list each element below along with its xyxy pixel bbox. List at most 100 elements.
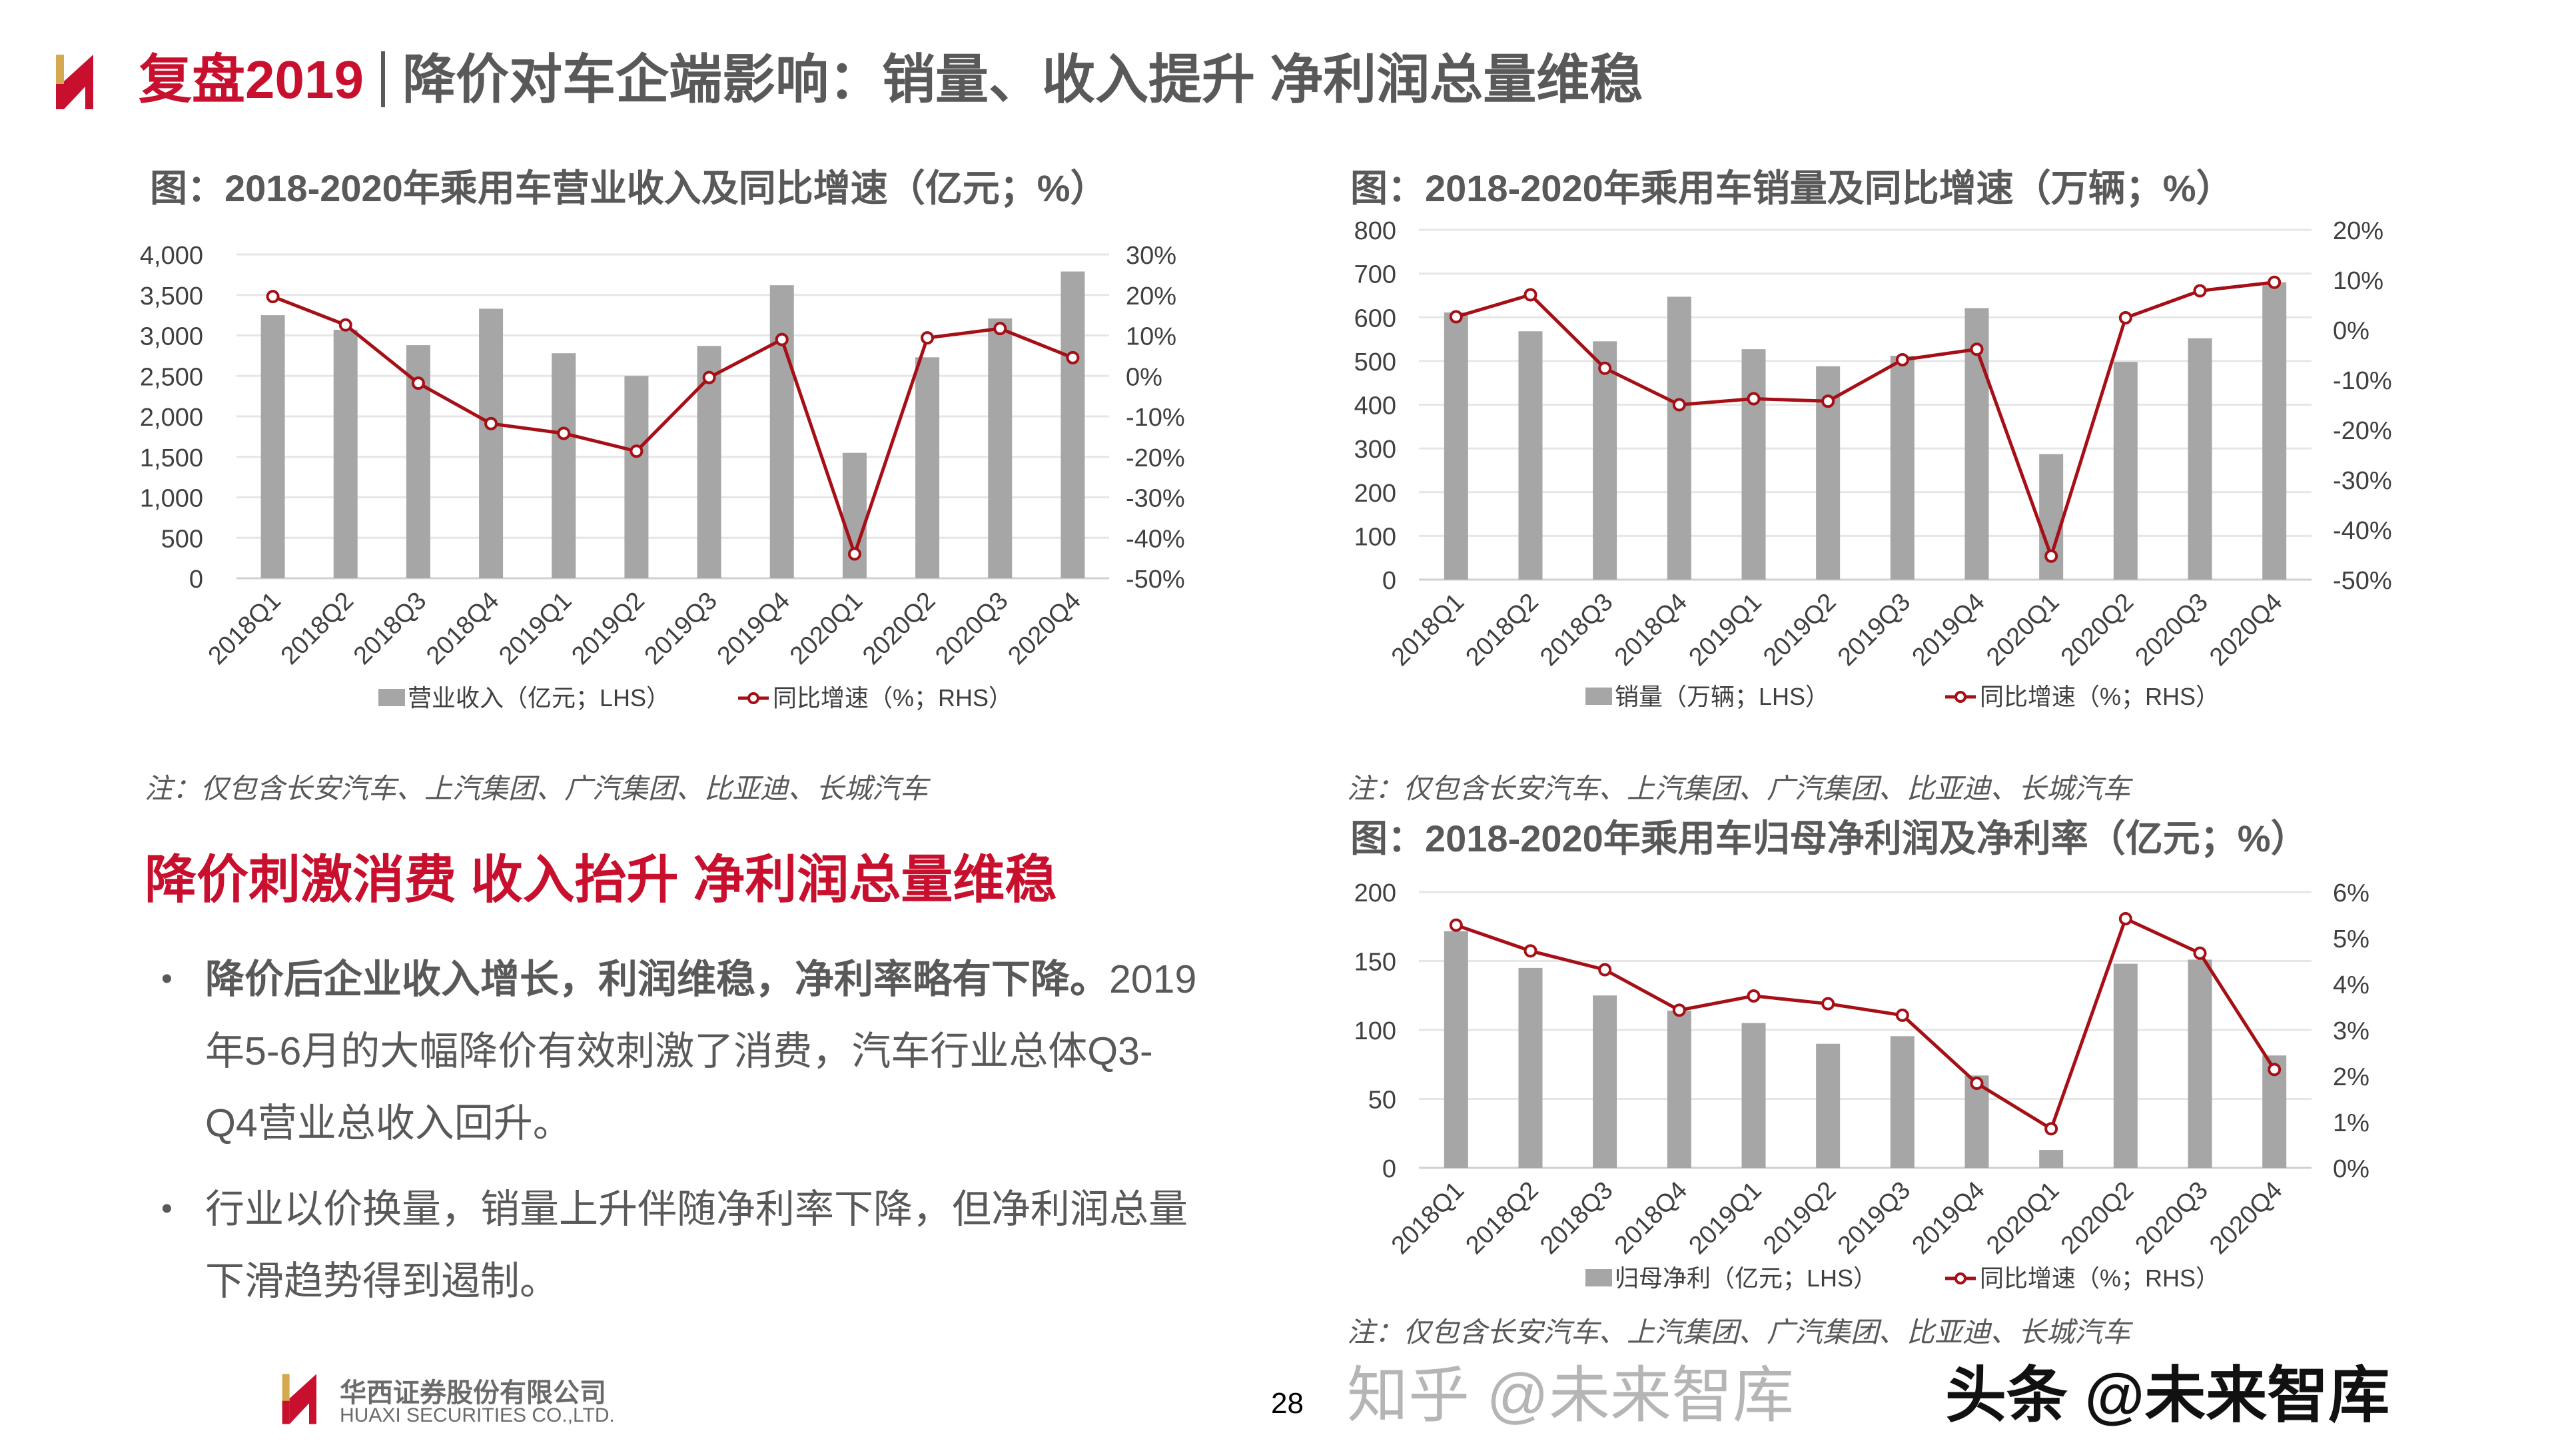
line-point-2019Q3 [1895, 1008, 1909, 1022]
line-point-2018Q3 [411, 376, 425, 390]
y-left-tick-label: 0 [1382, 1155, 1396, 1183]
bar-2018Q1 [260, 315, 285, 578]
line-point-2018Q3 [1598, 963, 1612, 977]
bar-2018Q1 [1444, 312, 1468, 580]
bar-2020Q1 [2039, 1150, 2064, 1168]
y-right-tick-label: -40% [2333, 517, 2392, 545]
y-left-tick-label: 500 [161, 525, 203, 553]
y-left-tick-label: 600 [1354, 304, 1396, 332]
line-point-2019Q2 [1821, 394, 1835, 408]
y-right-tick-label: 0% [1126, 363, 1162, 391]
y-left-tick-label: 0 [189, 566, 203, 594]
line-point-2019Q3 [702, 370, 716, 384]
y-right-tick-label: -30% [2333, 467, 2392, 495]
title-divider [380, 51, 385, 107]
watermark-zhihu: 知乎 @未来智库 [1347, 1362, 1794, 1430]
y-right-tick-label: 4% [2333, 971, 2369, 999]
x-tick-label: 2018Q3 [1535, 1177, 1618, 1260]
bar-2019Q2 [1816, 1043, 1841, 1168]
x-tick-label: 2019Q4 [1907, 1177, 1990, 1260]
y-left-tick-label: 1,000 [140, 485, 203, 513]
y-left-tick-label: 150 [1354, 949, 1396, 977]
legend-line-marker [747, 692, 759, 704]
x-tick-label: 2018Q1 [1386, 1177, 1470, 1260]
line-point-2020Q3 [2193, 284, 2207, 298]
line-point-2018Q3 [1598, 361, 1612, 375]
line-point-2020Q2 [2118, 912, 2132, 926]
title-red: 复盘2019 [139, 50, 364, 109]
section-heading: 降价刺激消费 收入抬升 净利润总量维稳 [145, 850, 1057, 909]
bar-2020Q4 [2262, 282, 2287, 580]
bar-2018Q2 [1518, 331, 1543, 580]
huaxi-logo [56, 55, 93, 109]
line-point-2020Q2 [2118, 311, 2132, 324]
y-right-tick-label: 10% [2333, 267, 2383, 295]
chart-title-profit: 图：2018-2020年乘用车归母净利润及净利率（亿元；%） [1350, 817, 2308, 859]
growth-line [272, 294, 1074, 560]
y-left-tick-label: 200 [1354, 879, 1396, 907]
y-right-tick-label: 2% [2333, 1063, 2369, 1091]
bar-2018Q4 [479, 308, 504, 578]
x-tick-label: 2020Q4 [2204, 1177, 2288, 1260]
chart-title-revenue: 图：2018-2020年乘用车营业收入及同比增速（亿元；%） [150, 167, 1108, 209]
x-tick-label: 2018Q4 [1609, 1177, 1693, 1260]
line-point-2020Q3 [2193, 946, 2207, 960]
x-tick-label: 2018Q2 [1461, 1177, 1544, 1260]
y-left-tick-label: 4,000 [140, 242, 203, 270]
y-right-tick-label: 6% [2333, 879, 2369, 907]
y-left-tick-label: 1,500 [140, 444, 203, 472]
bullet-2-text: 行业以价换量，销量上升伴随净利率下降，但净利润总量下滑趋势得到遏制。 [205, 1187, 1188, 1303]
right-chart-note-1: 注：仅包含长安汽车、上汽集团、广汽集团、比亚迪、长城汽车 [1347, 773, 2131, 804]
bar-2019Q4 [1964, 1075, 1989, 1168]
footer-logo [282, 1374, 316, 1424]
line-point-2018Q4 [1672, 398, 1686, 412]
legend-bar-swatch [1585, 688, 1612, 705]
y-left-tick-label: 0 [1382, 567, 1396, 595]
legend-bar-label: 销量（万辆；LHS） [1615, 683, 1829, 710]
line-point-2019Q4 [775, 332, 789, 346]
bar-2019Q2 [624, 376, 649, 578]
watermark-toutiao: 头条 @未来智库 [1945, 1362, 2390, 1430]
legend-line-marker [1954, 1272, 1966, 1284]
y-left-tick-label: 3,000 [140, 323, 203, 351]
page-title: 复盘2019 降价对车企端影响：销量、收入提升 净利润总量维稳 [139, 47, 1643, 113]
y-right-tick-label: -40% [1126, 525, 1185, 553]
line-point-2019Q4 [1970, 342, 1984, 356]
line-point-2020Q1 [847, 547, 861, 561]
bullet-1: • 降价后企业收入增长，利润维稳，净利率略有下降。2019年5-6月的大幅降价有… [161, 943, 1200, 1159]
line-point-2018Q2 [338, 318, 352, 332]
y-right-tick-label: 3% [2333, 1017, 2369, 1045]
x-tick-label: 2019Q1 [1684, 1177, 1767, 1260]
bullet-dot: • [161, 961, 173, 997]
legend-line-label: 同比增速（%；RHS） [773, 684, 1013, 712]
bar-2018Q2 [1518, 967, 1543, 1168]
line-point-2019Q1 [557, 426, 571, 440]
bar-2020Q3 [2188, 959, 2212, 1168]
bar-2020Q2 [2113, 963, 2138, 1168]
legend-bar-swatch [378, 689, 405, 706]
line-point-2020Q4 [2268, 1063, 2282, 1077]
legend-line-label: 同比增速（%；RHS） [1980, 1264, 2220, 1292]
y-right-tick-label: -30% [1126, 485, 1185, 513]
bar-2018Q4 [1667, 1011, 1691, 1168]
y-right-tick-label: 5% [2333, 925, 2369, 953]
line-point-2018Q4 [484, 416, 498, 430]
line-point-2019Q1 [1747, 392, 1761, 406]
y-left-tick-label: 2,000 [140, 404, 203, 432]
growth-line [1456, 916, 2276, 1132]
bar-2019Q1 [1741, 1023, 1766, 1168]
y-left-tick-label: 700 [1354, 261, 1396, 289]
line-point-2020Q1 [2044, 1122, 2058, 1136]
line-point-2018Q1 [266, 290, 280, 304]
line-point-2019Q3 [1895, 353, 1909, 366]
bar-2018Q3 [1593, 995, 1617, 1168]
x-tick-label: 2020Q3 [2130, 1177, 2214, 1260]
bar-2020Q2 [2113, 362, 2138, 580]
y-left-tick-label: 800 [1354, 217, 1396, 245]
bullet-1-bold: 降价后企业收入增长，利润维稳，净利率略有下降。 [205, 957, 1110, 1001]
line-point-2019Q4 [1970, 1077, 1984, 1091]
legend-line-marker [1954, 691, 1966, 703]
